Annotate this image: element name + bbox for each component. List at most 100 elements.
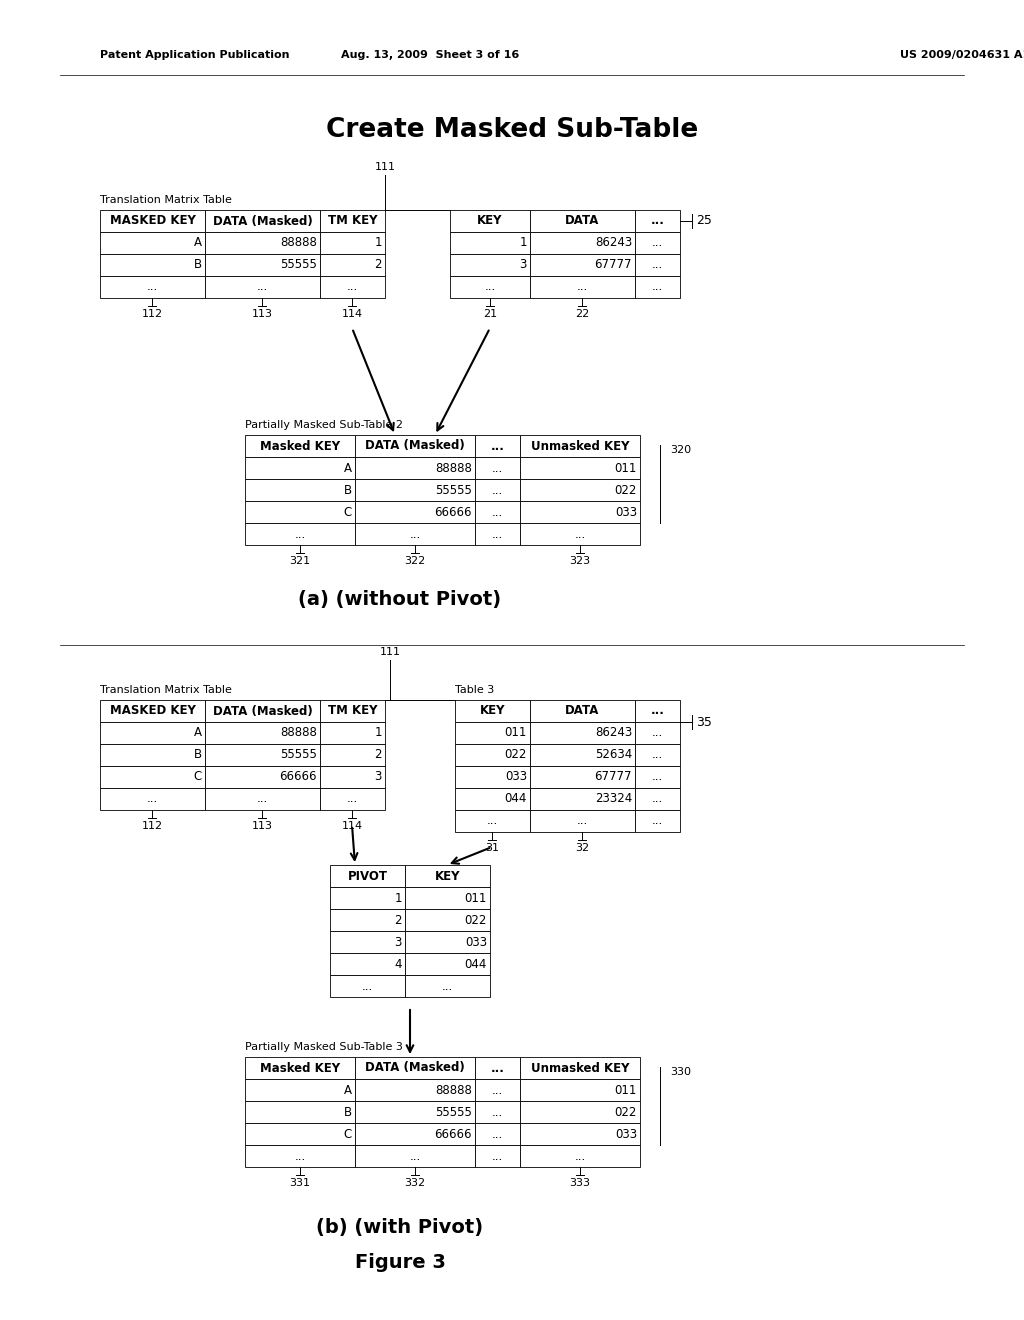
Bar	[520, 436, 640, 457]
Bar	[475, 1101, 520, 1123]
Bar	[100, 232, 205, 253]
Bar	[455, 722, 530, 744]
Text: ...: ...	[347, 792, 358, 805]
Bar	[319, 700, 385, 722]
Bar	[355, 479, 475, 502]
Text: 66666: 66666	[434, 506, 472, 519]
Bar	[475, 523, 520, 545]
Bar	[520, 1144, 640, 1167]
Text: ...: ...	[492, 1127, 503, 1140]
Text: 52634: 52634	[595, 748, 632, 762]
Text: ...: ...	[650, 705, 665, 718]
Bar	[406, 887, 490, 909]
Text: 112: 112	[141, 309, 163, 319]
Text: 112: 112	[141, 821, 163, 832]
Bar	[100, 788, 205, 810]
Text: 21: 21	[483, 309, 497, 319]
Text: ...: ...	[410, 1150, 421, 1163]
Text: US 2009/0204631 A1: US 2009/0204631 A1	[900, 50, 1024, 59]
Text: Masked KEY: Masked KEY	[260, 1061, 340, 1074]
Text: ...: ...	[146, 281, 158, 293]
Bar	[330, 975, 406, 997]
Text: 88888: 88888	[281, 726, 317, 739]
Bar	[100, 722, 205, 744]
Text: 23324: 23324	[595, 792, 632, 805]
Bar	[100, 700, 205, 722]
Text: Partially Masked Sub-Table 3: Partially Masked Sub-Table 3	[245, 1041, 402, 1052]
Bar	[530, 232, 635, 253]
Bar	[520, 523, 640, 545]
Text: Figure 3: Figure 3	[354, 1253, 445, 1271]
Text: ...: ...	[492, 1150, 503, 1163]
Text: ...: ...	[146, 792, 158, 805]
Bar	[635, 700, 680, 722]
Text: 4: 4	[394, 957, 402, 970]
Text: B: B	[194, 259, 202, 272]
Bar	[355, 1123, 475, 1144]
Text: 033: 033	[614, 1127, 637, 1140]
Text: 114: 114	[341, 821, 362, 832]
Text: KEY: KEY	[435, 870, 460, 883]
Bar	[245, 436, 355, 457]
Bar	[530, 722, 635, 744]
Bar	[355, 1144, 475, 1167]
Text: 3: 3	[375, 771, 382, 784]
Text: 1: 1	[375, 236, 382, 249]
Text: ...: ...	[484, 281, 496, 293]
Text: ...: ...	[652, 259, 664, 272]
Bar	[319, 276, 385, 298]
Bar	[635, 276, 680, 298]
Text: 55555: 55555	[281, 259, 317, 272]
Text: ...: ...	[574, 1150, 586, 1163]
Text: 2: 2	[375, 259, 382, 272]
Bar	[635, 253, 680, 276]
Bar	[319, 788, 385, 810]
Text: ...: ...	[347, 281, 358, 293]
Text: Unmasked KEY: Unmasked KEY	[530, 1061, 630, 1074]
Bar	[205, 788, 319, 810]
Text: ...: ...	[492, 462, 503, 474]
Text: 67777: 67777	[595, 771, 632, 784]
Text: 111: 111	[380, 647, 400, 657]
Text: 86243: 86243	[595, 236, 632, 249]
Bar	[245, 1101, 355, 1123]
Text: 88888: 88888	[281, 236, 317, 249]
Bar	[100, 253, 205, 276]
Bar	[205, 232, 319, 253]
Text: ...: ...	[486, 814, 498, 828]
Text: 1: 1	[519, 236, 527, 249]
Text: ...: ...	[490, 1061, 505, 1074]
Text: 3: 3	[394, 936, 402, 949]
Bar	[355, 457, 475, 479]
Bar	[205, 276, 319, 298]
Bar	[530, 788, 635, 810]
Text: 88888: 88888	[435, 1084, 472, 1097]
Text: ...: ...	[492, 483, 503, 496]
Text: ...: ...	[492, 528, 503, 540]
Bar	[245, 1144, 355, 1167]
Text: 2: 2	[375, 748, 382, 762]
Text: KEY: KEY	[477, 214, 503, 227]
Text: 3: 3	[519, 259, 527, 272]
Text: 033: 033	[465, 936, 487, 949]
Bar	[319, 253, 385, 276]
Bar	[520, 457, 640, 479]
Text: ...: ...	[442, 979, 454, 993]
Bar	[530, 210, 635, 232]
Text: 011: 011	[614, 1084, 637, 1097]
Text: 323: 323	[569, 556, 591, 566]
Text: DATA: DATA	[565, 705, 600, 718]
Bar	[355, 502, 475, 523]
Text: DATA (Masked): DATA (Masked)	[366, 1061, 465, 1074]
Text: ...: ...	[492, 1084, 503, 1097]
Text: B: B	[344, 483, 352, 496]
Bar	[330, 865, 406, 887]
Text: (b) (with Pivot): (b) (with Pivot)	[316, 1217, 483, 1237]
Text: ...: ...	[650, 214, 665, 227]
Text: ...: ...	[492, 506, 503, 519]
Bar	[319, 766, 385, 788]
Bar	[205, 700, 319, 722]
Bar	[245, 479, 355, 502]
Text: 32: 32	[574, 843, 589, 853]
Bar	[330, 931, 406, 953]
